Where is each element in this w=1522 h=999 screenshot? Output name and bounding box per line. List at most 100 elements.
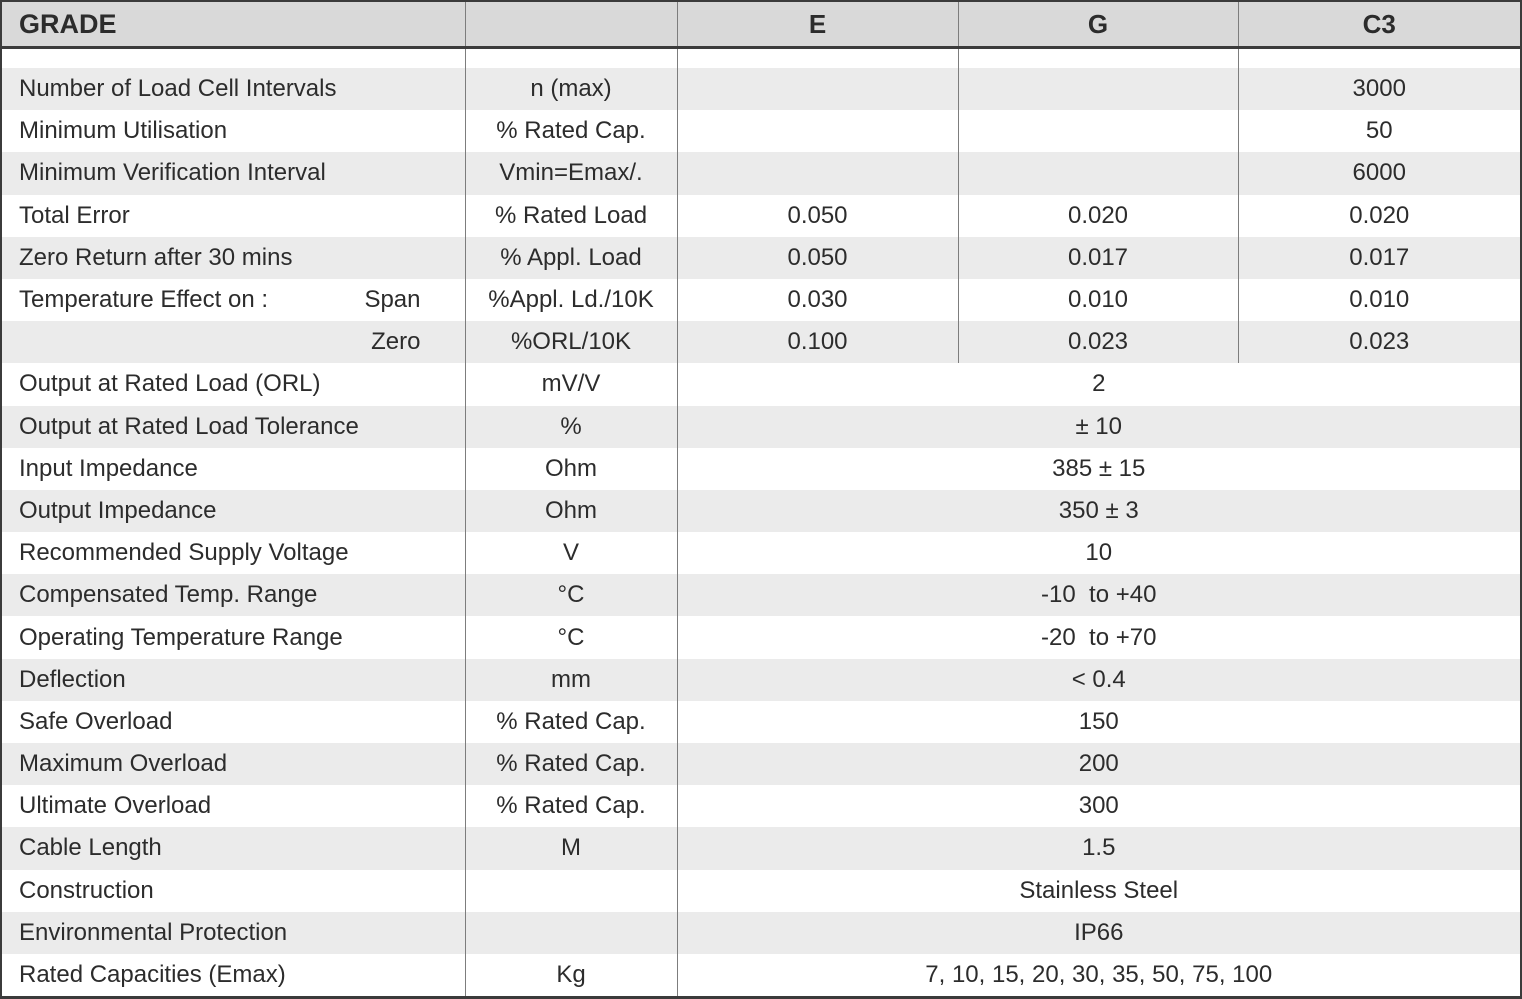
value-c3: 0.017 bbox=[1238, 236, 1520, 279]
table-row: Temperature Effect on : Span %Appl. Ld./… bbox=[2, 278, 1520, 322]
row-unit: % Rated Cap. bbox=[465, 110, 678, 153]
row-label: Minimum Utilisation bbox=[2, 110, 466, 153]
row-unit: % Rated Cap. bbox=[465, 785, 678, 828]
value-merged: 300 bbox=[1078, 792, 1119, 820]
table-row: Input Impedance Ohm 385 ± 15 bbox=[2, 447, 1520, 490]
value-g bbox=[958, 68, 1239, 111]
row-label: Output Impedance bbox=[2, 489, 466, 533]
table-row: Operating Temperature Range °C -20 to +7… bbox=[2, 616, 1520, 659]
value-c3: 0.010 bbox=[1349, 286, 1410, 314]
grade-c3-header: C3 bbox=[1238, 2, 1520, 49]
value-merged: 385 ± 15 bbox=[1052, 454, 1146, 482]
table-row: Zero Return after 30 mins % Appl. Load 0… bbox=[2, 236, 1520, 279]
value-e: 0.050 bbox=[677, 236, 959, 279]
table-row: Maximum Overload % Rated Cap. 200 bbox=[2, 743, 1520, 786]
row-unit: mV/V bbox=[465, 363, 678, 406]
table-row: Output at Rated Load Tolerance % ± 10 bbox=[2, 405, 1520, 448]
row-label: Output at Rated Load Tolerance bbox=[2, 405, 466, 448]
table-row: Recommended Supply Voltage V 10 bbox=[2, 532, 1520, 575]
row-label: Zero Return after 30 mins bbox=[2, 236, 466, 279]
table-row: Output at Rated Load (ORL) mV/V 2 bbox=[2, 363, 1520, 406]
value-merged: 200 bbox=[677, 743, 1520, 786]
value-g: 0.020 bbox=[958, 194, 1239, 237]
value-c3: 6000 bbox=[1238, 152, 1520, 195]
row-label: Output at Rated Load (ORL) bbox=[2, 363, 466, 406]
value-g: 0.010 bbox=[958, 278, 1239, 322]
row-unit: % Rated Cap. bbox=[465, 700, 678, 743]
row-label-right: Span bbox=[364, 286, 421, 314]
row-unit: n (max) bbox=[465, 68, 678, 111]
value-c3: 0.020 bbox=[1349, 201, 1410, 229]
value-merged: 1.5 bbox=[677, 827, 1520, 870]
row-unit: % Rated Load bbox=[465, 194, 678, 237]
value-g: 0.017 bbox=[958, 236, 1239, 279]
value-g: 0.023 bbox=[958, 321, 1239, 364]
row-label: Compensated Temp. Range bbox=[2, 574, 466, 617]
value-merged: 150 bbox=[1078, 707, 1119, 735]
value-g bbox=[958, 110, 1239, 153]
value-merged: Stainless Steel bbox=[1019, 876, 1179, 904]
row-label: Minimum Verification Interval bbox=[2, 152, 466, 195]
value-merged: -10 to +40 bbox=[677, 574, 1520, 617]
table-row: Safe Overload % Rated Cap. 150 bbox=[2, 700, 1520, 743]
value-merged: IP66 bbox=[677, 911, 1520, 954]
unit-header-cell bbox=[465, 2, 678, 49]
value-g bbox=[958, 152, 1239, 195]
grade-header-cell: GRADE bbox=[2, 2, 466, 49]
value-e bbox=[677, 68, 959, 111]
row-unit: °C bbox=[465, 616, 678, 659]
value-merged: 350 ± 3 bbox=[677, 489, 1520, 533]
value-e: 0.100 bbox=[677, 321, 959, 364]
value-e bbox=[677, 110, 959, 153]
grade-g-header: G bbox=[958, 2, 1239, 49]
table-row: Minimum Verification Interval Vmin=Emax/… bbox=[2, 152, 1520, 195]
table-row: Rated Capacities (Emax) Kg 7, 10, 15, 20… bbox=[2, 953, 1520, 996]
row-label: Deflection bbox=[2, 658, 466, 701]
table-row: Number of Load Cell Intervals n (max) 30… bbox=[2, 68, 1520, 111]
row-label: Ultimate Overload bbox=[2, 785, 466, 828]
table-row: Zero %ORL/10K 0.100 0.023 0.023 bbox=[2, 321, 1520, 364]
value-merged: -20 to +70 bbox=[1041, 623, 1157, 651]
row-label-left: Temperature Effect on : bbox=[19, 286, 269, 314]
spacer-row bbox=[2, 47, 1520, 68]
value-merged: 7, 10, 15, 20, 30, 35, 50, 75, 100 bbox=[925, 961, 1273, 989]
row-label: Input Impedance bbox=[2, 447, 466, 490]
grade-e-header: E bbox=[677, 2, 959, 49]
row-label: Recommended Supply Voltage bbox=[2, 532, 466, 575]
header-row: GRADE E G C3 bbox=[2, 2, 1520, 49]
row-unit: %Appl. Ld./10K bbox=[465, 278, 678, 322]
table-row: Compensated Temp. Range °C -10 to +40 bbox=[2, 574, 1520, 617]
value-e bbox=[677, 152, 959, 195]
value-merged: 10 bbox=[1085, 539, 1113, 567]
row-unit bbox=[465, 911, 678, 954]
value-c3: 0.023 bbox=[1238, 321, 1520, 364]
table-row: Deflection mm < 0.4 bbox=[2, 658, 1520, 701]
row-label: Construction bbox=[2, 869, 466, 912]
table-row: Ultimate Overload % Rated Cap. 300 bbox=[2, 785, 1520, 828]
row-unit: Kg bbox=[465, 953, 678, 996]
row-unit: V bbox=[465, 532, 678, 575]
row-unit: M bbox=[465, 827, 678, 870]
row-unit: Ohm bbox=[465, 447, 678, 490]
row-label: Environmental Protection bbox=[2, 911, 466, 954]
table-row: Construction Stainless Steel bbox=[2, 869, 1520, 912]
row-label: Safe Overload bbox=[2, 700, 466, 743]
row-unit: Vmin=Emax/. bbox=[465, 152, 678, 195]
table-row: Environmental Protection IP66 bbox=[2, 911, 1520, 954]
row-unit: °C bbox=[465, 574, 678, 617]
row-unit bbox=[465, 869, 678, 912]
table-row: Total Error % Rated Load 0.050 0.020 0.0… bbox=[2, 194, 1520, 237]
row-unit: % bbox=[465, 405, 678, 448]
table-row: Cable Length M 1.5 bbox=[2, 827, 1520, 870]
row-label: Cable Length bbox=[2, 827, 466, 870]
row-unit: Ohm bbox=[465, 489, 678, 533]
value-e: 0.050 bbox=[677, 194, 959, 237]
value-merged: 2 bbox=[1092, 370, 1106, 398]
table-row: Output Impedance Ohm 350 ± 3 bbox=[2, 489, 1520, 533]
row-label: Operating Temperature Range bbox=[2, 616, 466, 659]
row-unit: mm bbox=[465, 658, 678, 701]
row-label: Total Error bbox=[2, 194, 466, 237]
row-label: Rated Capacities (Emax) bbox=[2, 953, 466, 996]
table-row: Minimum Utilisation % Rated Cap. 50 bbox=[2, 110, 1520, 153]
